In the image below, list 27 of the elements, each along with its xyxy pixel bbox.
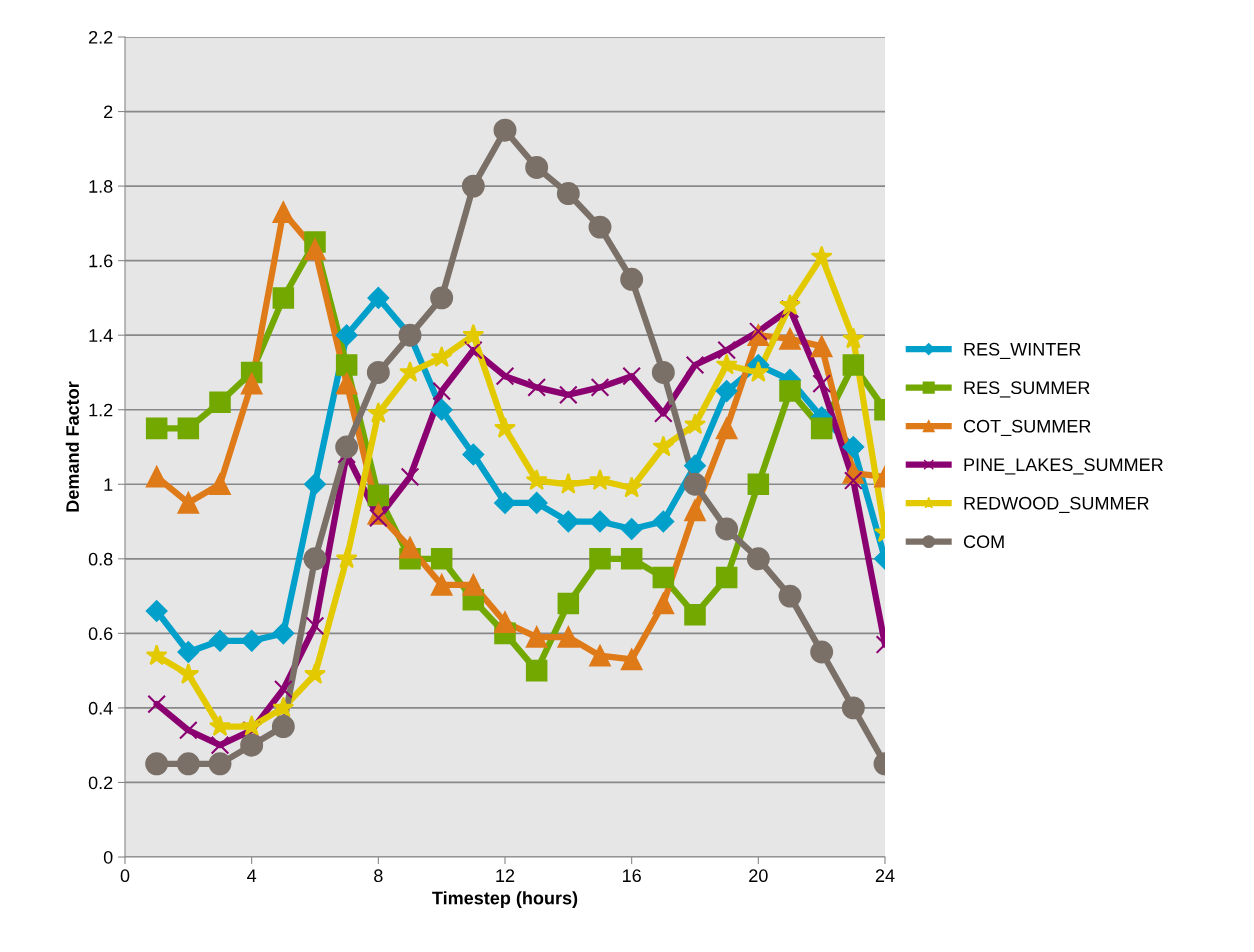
y-tick-label: 1.2 bbox=[89, 403, 113, 417]
x-axis-title: Timestep (hours) bbox=[432, 891, 578, 909]
y-tick-label: 2 bbox=[104, 105, 113, 119]
y-tick-label: 0.6 bbox=[88, 627, 113, 641]
y-tick-label: 0 bbox=[103, 850, 113, 864]
y-tick-label: 1 bbox=[104, 478, 113, 491]
x-tick-label: 8 bbox=[374, 869, 383, 883]
x-tick-label: 12 bbox=[496, 869, 515, 882]
y-tick-label: 0.8 bbox=[88, 552, 113, 566]
x-tick-label: 24 bbox=[875, 869, 895, 882]
x-tick-label: 20 bbox=[749, 869, 768, 883]
legend-label: RES_SUMMER bbox=[964, 381, 1090, 398]
y-axis-title: Demand Factor bbox=[65, 381, 79, 512]
y-tick-label: 1.6 bbox=[89, 254, 113, 268]
legend-label: REDWOOD_SUMMER bbox=[964, 496, 1149, 513]
y-tick-label: 1.4 bbox=[89, 329, 113, 342]
y-tick-label: 1.8 bbox=[89, 180, 113, 193]
x-tick-label: 16 bbox=[623, 869, 641, 883]
y-tick-label: 2.2 bbox=[89, 30, 113, 44]
x-tick-label: 4 bbox=[247, 869, 257, 882]
legend-label: COT_SUMMER bbox=[963, 419, 1091, 437]
legend-label: COM bbox=[963, 535, 1004, 549]
y-tick-label: 0.2 bbox=[88, 776, 113, 790]
legend-label: RES_WINTER bbox=[964, 342, 1081, 360]
legend-label: PINE_LAKES_SUMMER bbox=[964, 458, 1163, 475]
y-tick-label: 0.4 bbox=[88, 701, 113, 715]
x-tick-label: 0 bbox=[120, 869, 130, 883]
